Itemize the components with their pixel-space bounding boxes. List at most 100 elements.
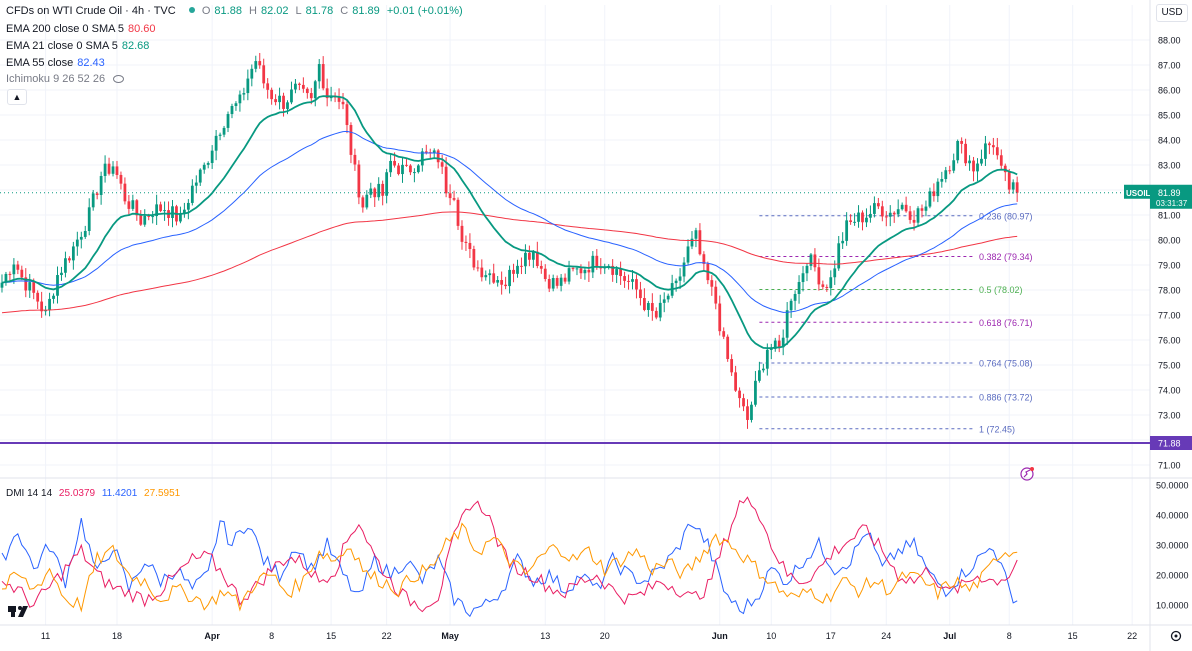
candle-body — [99, 175, 103, 195]
currency-button[interactable]: USD — [1156, 4, 1188, 22]
candle-body — [948, 170, 952, 172]
candle-body — [591, 255, 595, 273]
candle-body — [440, 162, 444, 167]
candle-body — [674, 280, 678, 284]
fib-level-label: 0.764 (75.08) — [979, 359, 1033, 369]
alert-icon[interactable] — [1020, 467, 1034, 481]
candle-body — [194, 182, 198, 186]
candle-body — [920, 208, 924, 211]
indicator-ema55[interactable]: EMA 55 close 82.43 — [6, 57, 105, 69]
candle-body — [1007, 172, 1011, 190]
candle-body — [611, 265, 615, 275]
candle-body — [0, 282, 4, 288]
candle-body — [28, 282, 32, 291]
candle-body — [829, 277, 833, 289]
candle-body — [833, 268, 837, 278]
candle-body — [702, 254, 706, 264]
symbol-title[interactable]: CFDs on WTI Crude Oil · 4h · TVC — [6, 5, 176, 17]
candle-body — [460, 225, 464, 242]
candle-body — [230, 106, 234, 115]
dmi-legend[interactable]: DMI 14 14 25.0379 11.4201 27.5951 — [6, 488, 181, 499]
change-value: +0.01 (+0.01%) — [386, 5, 463, 17]
candle-body — [246, 78, 250, 94]
candle-body — [365, 194, 369, 208]
candle-body — [345, 104, 349, 126]
candle-body — [218, 134, 222, 136]
price-tick-label: 83.00 — [1158, 161, 1181, 171]
candle-body — [686, 246, 690, 263]
bar-countdown-label: 03:31:37 — [1156, 199, 1188, 208]
candle-body — [448, 193, 452, 199]
candle-body — [932, 191, 936, 197]
candle-body — [234, 103, 238, 107]
candle-body — [401, 164, 404, 175]
candle-body — [107, 163, 111, 174]
candle-body — [738, 390, 741, 399]
candle-body — [635, 279, 638, 290]
candle-body — [520, 265, 523, 267]
candle-body — [551, 278, 555, 289]
candle-body — [119, 174, 123, 184]
candle-body — [750, 404, 753, 420]
hline-price-tag — [1150, 436, 1192, 450]
price-tick-label: 77.00 — [1158, 311, 1181, 321]
candle-body — [381, 183, 385, 196]
candle-body — [571, 268, 575, 270]
candle-body — [464, 241, 468, 243]
indicator-ema21[interactable]: EMA 21 close 0 SMA 5 82.68 — [6, 40, 150, 52]
horizontal-line — [0, 192, 1150, 444]
tradingview-logo-icon[interactable] — [8, 606, 28, 617]
candle-body — [432, 150, 436, 154]
candle-body — [865, 217, 868, 223]
candle-body — [785, 310, 789, 338]
candle-body — [559, 277, 563, 286]
price-tick-label: 86.00 — [1158, 86, 1181, 96]
candle-body — [516, 265, 519, 274]
settings-gear-icon[interactable] — [1170, 630, 1182, 642]
time-tick-label: Jul — [943, 631, 956, 641]
candle-body — [389, 160, 392, 173]
candle-body — [206, 163, 210, 165]
candle-body — [385, 172, 389, 196]
candle-body — [841, 240, 845, 244]
candle-body — [535, 251, 539, 267]
candle-body — [916, 208, 920, 223]
candle-body — [805, 265, 809, 274]
hidden-eye-icon[interactable] — [113, 75, 125, 83]
candle-body — [32, 282, 36, 293]
candle-body — [349, 125, 353, 155]
candle-body — [135, 200, 139, 216]
candle-body — [960, 141, 964, 144]
candle-body — [163, 210, 166, 212]
price-tick-label: 80.00 — [1158, 236, 1181, 246]
candle-body — [884, 216, 888, 218]
price-tick-label: 85.00 — [1158, 111, 1181, 121]
candle-body — [159, 204, 162, 211]
indicator-ichimoku[interactable]: Ichimoku 9 26 52 26 — [6, 73, 128, 85]
candle-body — [377, 183, 381, 198]
fib-level-label: 0.236 (80.97) — [979, 211, 1033, 221]
price-tick-label: 74.00 — [1158, 386, 1181, 396]
candle-body — [1015, 182, 1019, 193]
collapse-legend-button[interactable]: ▲ — [7, 89, 27, 105]
candle-body — [405, 164, 408, 166]
candle-body — [876, 203, 880, 207]
candle-body — [508, 269, 511, 287]
price-tick-label: 71.00 — [1158, 461, 1181, 471]
candle-body — [789, 300, 793, 311]
candle-body — [682, 262, 686, 277]
candle-body — [976, 163, 979, 172]
candle-body — [179, 213, 182, 222]
candle-body — [801, 273, 805, 283]
candle-body — [650, 303, 654, 311]
dmi-tick-label: 40.0000 — [1156, 511, 1189, 521]
candle-body — [476, 267, 480, 269]
candle-body — [900, 204, 904, 210]
candle-body — [20, 269, 24, 278]
candle-body — [214, 135, 218, 151]
candle-body — [262, 65, 266, 84]
symbol-tag-label: USOIL — [1126, 189, 1151, 198]
indicator-ema200[interactable]: EMA 200 close 0 SMA 5 80.60 — [6, 23, 156, 35]
candle-body — [242, 93, 246, 95]
